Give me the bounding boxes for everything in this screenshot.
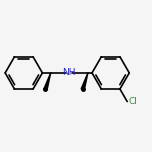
Text: Cl: Cl xyxy=(128,97,137,106)
Polygon shape xyxy=(81,73,88,90)
Text: NH: NH xyxy=(62,68,76,77)
Polygon shape xyxy=(44,73,51,90)
